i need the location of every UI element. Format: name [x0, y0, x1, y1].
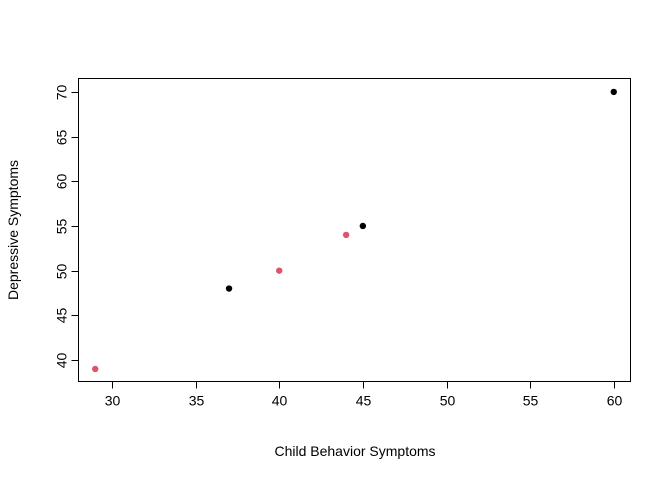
y-tick-label: 55: [54, 219, 70, 235]
x-axis: 30 35 40 45 50 55 60: [105, 381, 623, 409]
x-tick-label: 50: [440, 393, 456, 409]
y-tick-label: 60: [54, 174, 70, 190]
y-axis-label: Depressive Symptoms: [5, 160, 21, 300]
data-point: [342, 231, 350, 239]
x-tick-label: 45: [356, 393, 372, 409]
y-tick-label: 50: [54, 264, 70, 280]
y-axis: 40 45 50 55 60 65 70: [54, 85, 79, 369]
plot-area-frame: [78, 78, 631, 382]
data-point: [359, 222, 367, 230]
y-tick-label: 70: [54, 85, 70, 101]
x-tick-label: 40: [272, 393, 288, 409]
x-tick-label: 35: [189, 393, 205, 409]
data-point: [276, 267, 283, 274]
y-tick-label: 65: [54, 130, 70, 146]
data-points: [92, 88, 617, 373]
data-point: [610, 88, 617, 96]
data-point: [92, 365, 99, 373]
data-point: [225, 285, 233, 292]
x-axis-label: Child Behavior Symptoms: [274, 443, 435, 459]
y-tick-label: 45: [54, 308, 70, 324]
x-tick-label: 55: [523, 393, 539, 409]
y-tick-label: 40: [54, 353, 70, 369]
x-tick-label: 30: [105, 393, 121, 409]
x-tick-label: 60: [607, 393, 623, 409]
